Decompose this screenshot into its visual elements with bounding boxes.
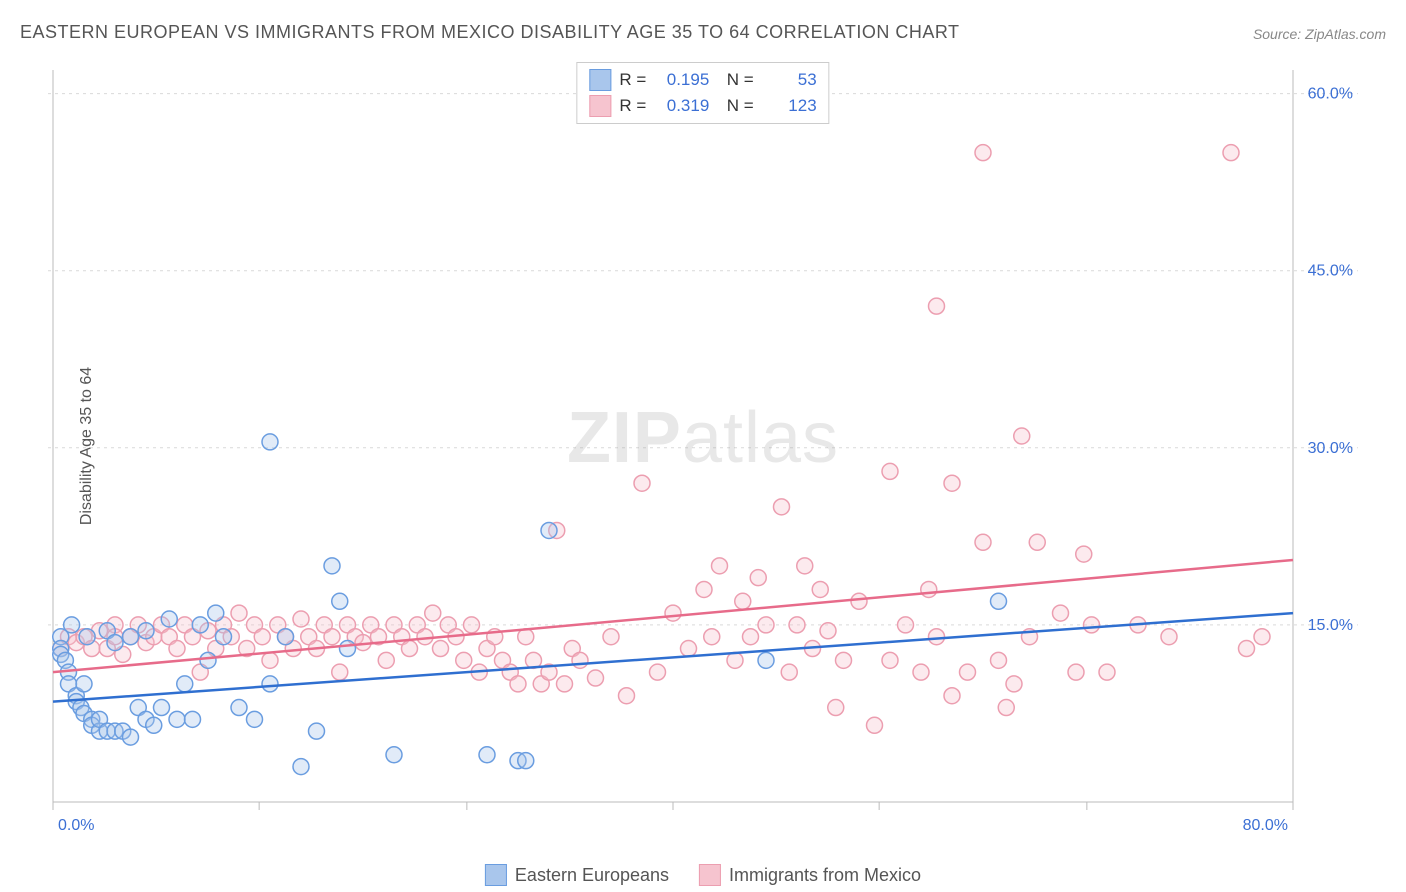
- stats-row-pink: R = 0.319 N = 123: [589, 93, 816, 119]
- swatch-blue: [589, 69, 611, 91]
- swatch-blue: [485, 864, 507, 886]
- svg-text:0.0%: 0.0%: [58, 817, 94, 834]
- bottom-legend: Eastern Europeans Immigrants from Mexico: [485, 864, 921, 886]
- stat-value-r-pink: 0.319: [654, 96, 709, 116]
- stats-legend-box: R = 0.195 N = 53 R = 0.319 N = 123: [576, 62, 829, 124]
- stat-label-n: N =: [717, 96, 753, 116]
- legend-label-blue: Eastern Europeans: [515, 865, 669, 886]
- chart-title: EASTERN EUROPEAN VS IMMIGRANTS FROM MEXI…: [20, 22, 960, 43]
- swatch-pink: [589, 95, 611, 117]
- stat-label-r: R =: [619, 70, 646, 90]
- stat-value-n-pink: 123: [762, 96, 817, 116]
- plot-area: 15.0% 30.0% 45.0% 60.0% 0.0% 80.0%: [48, 60, 1358, 840]
- stat-value-r-blue: 0.195: [654, 70, 709, 90]
- stats-row-blue: R = 0.195 N = 53: [589, 67, 816, 93]
- legend-item-pink: Immigrants from Mexico: [699, 864, 921, 886]
- source-label: Source: ZipAtlas.com: [1253, 26, 1386, 42]
- svg-text:60.0%: 60.0%: [1308, 86, 1353, 103]
- legend-label-pink: Immigrants from Mexico: [729, 865, 921, 886]
- swatch-pink: [699, 864, 721, 886]
- svg-text:45.0%: 45.0%: [1308, 263, 1353, 280]
- stat-value-n-blue: 53: [762, 70, 817, 90]
- stat-label-n: N =: [717, 70, 753, 90]
- svg-text:30.0%: 30.0%: [1308, 440, 1353, 457]
- svg-text:80.0%: 80.0%: [1243, 817, 1288, 834]
- stat-label-r: R =: [619, 96, 646, 116]
- svg-text:15.0%: 15.0%: [1308, 617, 1353, 634]
- scatter-plot-svg: 15.0% 30.0% 45.0% 60.0% 0.0% 80.0%: [48, 60, 1358, 840]
- legend-item-blue: Eastern Europeans: [485, 864, 669, 886]
